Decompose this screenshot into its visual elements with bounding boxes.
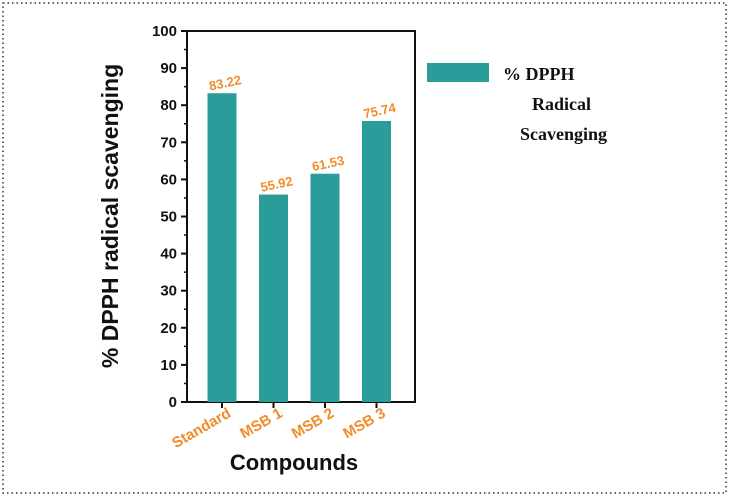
legend: % DPPH Radical Scavenging xyxy=(427,63,607,144)
legend-line-3: Scavenging xyxy=(520,124,607,144)
y-tick-label: 90 xyxy=(160,60,177,77)
bar xyxy=(362,121,391,402)
data-label: 83.22 xyxy=(208,72,243,93)
y-tick-label: 30 xyxy=(160,283,177,300)
x-tick-label: MSB 2 xyxy=(289,405,337,443)
y-tick-label: 60 xyxy=(160,171,177,188)
y-tick-label: 100 xyxy=(152,23,177,40)
data-label: 61.53 xyxy=(311,153,346,174)
y-axis: 0 10 20 30 40 50 60 70 80 90 100 xyxy=(152,23,187,411)
y-tick-label: 20 xyxy=(160,320,177,337)
y-tick-label: 80 xyxy=(160,97,177,114)
x-tick-label: MSB 1 xyxy=(237,405,285,443)
legend-swatch xyxy=(427,63,489,82)
y-tick-label: 70 xyxy=(160,134,177,151)
y-tick-label: 0 xyxy=(169,394,177,411)
legend-line-2: Radical xyxy=(532,94,591,114)
x-tick-label: MSB 3 xyxy=(340,405,388,443)
y-axis-title: % DPPH radical scavenging xyxy=(97,64,123,368)
legend-line-1: % DPPH xyxy=(503,64,575,84)
bar xyxy=(207,93,237,403)
x-axis: Standard MSB 1 MSB 2 MSB 3 xyxy=(169,402,389,452)
bar xyxy=(259,194,288,402)
y-tick-label: 50 xyxy=(160,209,177,226)
x-axis-title: Compounds xyxy=(230,450,358,475)
y-tick-label: 40 xyxy=(160,246,177,263)
data-label: 55.92 xyxy=(259,173,294,194)
bars-group: 83.22 55.92 61.53 75.74 xyxy=(207,72,398,403)
data-label: 75.74 xyxy=(362,100,398,122)
y-tick-label: 10 xyxy=(160,357,177,374)
x-tick-label: Standard xyxy=(169,405,234,452)
bar xyxy=(310,173,340,402)
